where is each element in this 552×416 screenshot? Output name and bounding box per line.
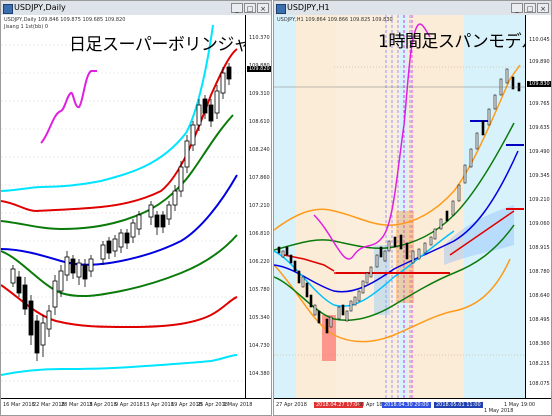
right-chart-window[interactable]: USDJPY,H1 _ □ × xyxy=(273,0,552,416)
y-tick: 109.765 xyxy=(529,101,550,107)
upper-band-3sigma xyxy=(1,24,214,192)
daily-candles xyxy=(10,63,232,361)
chart-app-icon xyxy=(3,4,13,14)
y-tick: 108.610 xyxy=(249,119,270,125)
y-tick: 110.045 xyxy=(529,37,550,43)
y-tick: 108.360 xyxy=(529,341,550,347)
y-tick: 108.915 xyxy=(529,245,550,251)
h1-upper-band-outer xyxy=(274,64,521,231)
current-price-tag: 109.830 xyxy=(527,81,551,87)
y-tick: 110.370 xyxy=(249,35,270,41)
x-tick: 16 Mar 2018 xyxy=(3,402,35,408)
y-tick: 108.495 xyxy=(529,317,550,323)
x-tick: 25 Apr 2018 xyxy=(197,402,228,408)
minimize-button[interactable]: _ xyxy=(231,3,243,13)
h1-lower-band-outer xyxy=(274,258,511,343)
x-tick: 3 Apr 2018 xyxy=(89,402,117,408)
left-window-title: USDJPY,Daily xyxy=(14,3,66,12)
y-tick: 109.890 xyxy=(529,59,550,65)
y-tick: 104.730 xyxy=(249,343,270,349)
minimize-button[interactable]: _ xyxy=(511,3,523,13)
y-tick: 107.860 xyxy=(249,175,270,181)
right-price-axis[interactable]: 110.045 109.890 109.765 109.635 109.490 … xyxy=(525,15,551,399)
middle-band xyxy=(1,174,238,266)
chart-app-icon xyxy=(276,4,286,14)
left-info-line-2: Jisang 1 1st(bb) 0 xyxy=(4,24,49,30)
right-info-line: USDJPY,H1 109.864 109.866 109.825 109.83… xyxy=(277,17,393,23)
hourly-candles xyxy=(277,68,521,334)
y-tick: 109.310 xyxy=(249,91,270,97)
left-daily-chart[interactable] xyxy=(1,15,245,401)
right-time-axis[interactable]: 27 Apr 2018 2018.04.27 17:00 30 Apr 18:0… xyxy=(274,398,551,415)
y-tick: 107.210 xyxy=(249,203,270,209)
x-tick: 27 Apr 2018 xyxy=(276,402,307,408)
x-tick: 19 Apr 2018 xyxy=(171,402,202,408)
h1-cyan-line xyxy=(274,230,455,307)
y-tick: 105.780 xyxy=(249,287,270,293)
x-tick: 1 May 2018 xyxy=(223,402,253,408)
y-tick: 106.220 xyxy=(249,259,270,265)
left-chart-window[interactable]: USDJPY,Daily _ □ × xyxy=(0,0,272,416)
left-window-titlebar[interactable]: USDJPY,Daily _ □ × xyxy=(1,1,271,16)
y-tick: 109.060 xyxy=(529,221,550,227)
y-tick: 108.780 xyxy=(529,269,550,275)
y-tick: 104.380 xyxy=(249,371,270,377)
right-hourly-chart[interactable] xyxy=(274,15,525,401)
left-info-line: USDJPY,Daily 109.846 109.875 109.685 109… xyxy=(4,17,126,23)
upper-band-1sigma xyxy=(1,114,234,231)
lower-band-2sigma xyxy=(1,284,238,329)
lower-band-3sigma xyxy=(1,354,238,376)
y-tick: 108.240 xyxy=(249,147,270,153)
close-button[interactable]: × xyxy=(257,3,269,13)
left-chart-heading: 日足スーパーボリンジャー xyxy=(69,35,266,55)
x-tick: 1 May 2018 xyxy=(484,408,514,414)
range-label-dark: 2018.05.01 11:00 xyxy=(434,402,483,408)
x-tick: 22 Mar 2018 xyxy=(33,402,65,408)
y-tick: 109.210 xyxy=(529,197,550,203)
lower-band-1sigma xyxy=(1,234,238,298)
maximize-button[interactable]: □ xyxy=(244,3,256,13)
upper-band-2sigma xyxy=(1,48,238,213)
close-button[interactable]: × xyxy=(537,3,549,13)
x-tick: 1 May 19:00 xyxy=(504,402,536,408)
y-tick: 108.640 xyxy=(529,293,550,299)
x-tick: 9 Apr 2018 xyxy=(115,402,143,408)
h1-lagging-span xyxy=(313,23,431,260)
y-tick: 109.345 xyxy=(529,173,550,179)
range-label-blue: 2018.04.30 20:00 xyxy=(382,402,431,408)
x-tick: 28 Mar 2018 xyxy=(61,402,93,408)
h1-middle-band xyxy=(274,150,519,293)
right-window-title: USDJPY,H1 xyxy=(287,3,330,12)
left-time-axis[interactable]: 16 Mar 2018 22 Mar 2018 28 Mar 2018 3 Ap… xyxy=(1,398,271,415)
right-chart-heading: 1時間足スパンモデル xyxy=(378,32,538,52)
current-price-tag: 109.820 xyxy=(247,66,271,72)
y-tick: 108.215 xyxy=(529,361,550,367)
y-tick: 105.340 xyxy=(249,315,270,321)
y-tick: 108.075 xyxy=(529,381,550,387)
range-label-red: 2018.04.27 17:00 xyxy=(314,402,363,408)
x-tick: 13 Apr 2018 xyxy=(143,402,174,408)
lagging-line xyxy=(40,70,97,144)
y-tick: 109.490 xyxy=(529,149,550,155)
x-tick: 30 Apr 18:00 xyxy=(358,402,391,408)
y-tick: 106.810 xyxy=(249,231,270,237)
y-tick: 109.635 xyxy=(529,125,550,131)
left-price-axis[interactable]: 110.370 109.880 109.310 108.610 108.240 … xyxy=(245,15,271,399)
maximize-button[interactable]: □ xyxy=(524,3,536,13)
right-window-titlebar[interactable]: USDJPY,H1 _ □ × xyxy=(274,1,551,16)
